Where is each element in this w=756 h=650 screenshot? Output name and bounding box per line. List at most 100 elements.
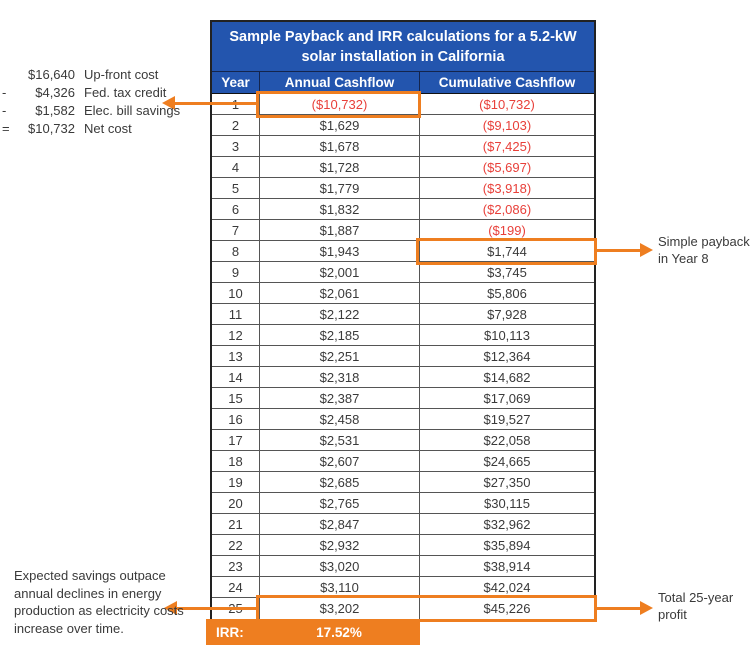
year-cell: 6 — [212, 199, 260, 219]
column-header-cumulative-cashflow: Cumulative Cashflow — [438, 75, 576, 90]
table-row: 16 $2,458 $19,527 — [212, 409, 594, 430]
annual-cashflow-cell: $2,061 — [260, 283, 420, 303]
label: Elec. bill savings — [84, 103, 181, 118]
year-cell: 5 — [212, 178, 260, 198]
table-row: 18 $2,607 $24,665 — [212, 451, 594, 472]
table-row: 9 $2,001 $3,745 — [212, 262, 594, 283]
year-cell: 15 — [212, 388, 260, 408]
savings-note: Expected savings outpace annual declines… — [14, 568, 184, 636]
year-cell: 23 — [212, 556, 260, 576]
cumulative-cashflow-cell: $24,665 — [483, 453, 531, 469]
irr-bar: IRR: 17.52% — [206, 619, 420, 645]
year-cell: 12 — [212, 325, 260, 345]
label: Up-front cost — [84, 67, 159, 82]
cumulative-cashflow-cell: $27,350 — [483, 474, 531, 490]
table-row: 19 $2,685 $27,350 — [212, 472, 594, 493]
year-cell: 11 — [212, 304, 260, 324]
annual-cashflow-cell: $1,629 — [260, 115, 420, 135]
table-row: 11 $2,122 $7,928 — [212, 304, 594, 325]
annual-cashflow-cell: $2,122 — [260, 304, 420, 324]
cumulative-cashflow-cell: ($7,425) — [482, 138, 532, 154]
payback-table: Sample Payback and IRR calculations for … — [210, 20, 596, 621]
cumulative-cashflow-cell: $3,745 — [487, 264, 527, 280]
cumulative-cashflow-cell: $42,024 — [483, 579, 531, 595]
cumulative-cashflow-cell: $7,928 — [487, 306, 527, 322]
year-cell: 8 — [212, 241, 260, 261]
table-row: 21 $2,847 $32,962 — [212, 514, 594, 535]
cost-breakdown-row: - $4,326 Fed. tax credit — [2, 84, 192, 102]
table-body: 1($10,732)($10,732)2$1,629 ($9,103) 3$1,67… — [212, 94, 594, 619]
cumulative-cashflow-cell: $14,682 — [483, 369, 531, 385]
arrow-head-savings-note — [164, 601, 177, 615]
arrow-line-total-profit — [597, 607, 640, 610]
cumulative-cashflow-cell: $30,115 — [483, 495, 531, 511]
annual-cashflow-cell: $2,531 — [260, 430, 420, 450]
cumulative-cashflow-cell: $38,914 — [483, 558, 531, 574]
total-profit-note: Total 25-year profit — [658, 590, 734, 622]
label: Net cost — [84, 121, 132, 136]
table-row: 25$3,202$45,226 — [212, 598, 594, 619]
annual-cashflow-cell: $2,847 — [260, 514, 420, 534]
cumulative-cashflow-cell: $32,962 — [483, 516, 531, 532]
operator — [2, 66, 15, 84]
cumulative-cashflow-cell: ($3,918) — [482, 180, 532, 196]
year-cell: 17 — [212, 430, 260, 450]
year-cell: 10 — [212, 283, 260, 303]
year-cell: 24 — [212, 577, 260, 597]
year-cell: 20 — [212, 493, 260, 513]
table-row: 7 $1,887 ($199) — [212, 220, 594, 241]
table-row: 8 $1,943 $1,744 — [212, 241, 594, 262]
cost-breakdown-list: $16,640 Up-front cost - $4,326 Fed. tax cred… — [2, 66, 192, 138]
cumulative-cashflow-cell: ($199) — [488, 222, 526, 238]
highlight-box-total-profit — [256, 595, 597, 622]
operator: - — [2, 103, 7, 118]
cumulative-cashflow-cell: $10,113 — [483, 327, 531, 343]
table-row: 14 $2,318 $14,682 — [212, 367, 594, 388]
cost-breakdown-row: - $1,582 Elec. bill savings — [2, 102, 192, 120]
cumulative-cashflow-cell: ($9,103) — [482, 117, 532, 133]
arrow-head-simple-payback — [640, 243, 653, 257]
table-row: 1($10,732)($10,732) — [212, 94, 594, 115]
table-row: 17 $2,531 $22,058 — [212, 430, 594, 451]
table-row: 13 $2,251 $12,364 — [212, 346, 594, 367]
year-cell: 9 — [212, 262, 260, 282]
year-cell: 21 — [212, 514, 260, 534]
year-cell: 22 — [212, 535, 260, 555]
year-cell: 4 — [212, 157, 260, 177]
arrow-head-net-cost — [162, 96, 175, 110]
arrow-line-net-cost — [174, 102, 258, 105]
annual-cashflow-cell: $2,185 — [260, 325, 420, 345]
cumulative-cashflow-cell: $19,527 — [483, 411, 531, 427]
cumulative-cashflow-cell: $45,226 — [483, 601, 531, 616]
annual-cashflow-cell: $1,779 — [260, 178, 420, 198]
cumulative-cashflow-cell: $1,744 — [487, 243, 527, 259]
cost-breakdown-row: $16,640 Up-front cost — [2, 66, 192, 84]
year-cell: 16 — [212, 409, 260, 429]
year-cell: 18 — [212, 451, 260, 471]
cumulative-cashflow-cell: $12,364 — [483, 348, 531, 364]
table-row: 23 $3,020 $38,914 — [212, 556, 594, 577]
table-row: 6 $1,832 ($2,086) — [212, 199, 594, 220]
annual-cashflow-cell: $1,678 — [260, 136, 420, 156]
table-row: 10 $2,061 $5,806 — [212, 283, 594, 304]
table-row: 5 $1,779 ($3,918) — [212, 178, 594, 199]
amount: $10,732 — [28, 121, 75, 136]
annual-cashflow-cell: $2,765 — [260, 493, 420, 513]
cumulative-cashflow-cell: $5,806 — [487, 285, 527, 301]
annual-cashflow-cell: $2,685 — [260, 472, 420, 492]
simple-payback-note: Simple payback in Year 8 — [658, 234, 750, 266]
cumulative-cashflow-cell: $22,058 — [483, 432, 531, 448]
annual-cashflow-cell: $2,458 — [260, 409, 420, 429]
column-header-annual-cashflow: Annual Cashflow — [260, 72, 420, 93]
annual-cashflow-cell: $1,728 — [260, 157, 420, 177]
label: Fed. tax credit — [84, 85, 167, 100]
year-cell: 7 — [212, 220, 260, 240]
annual-cashflow-cell: $2,251 — [260, 346, 420, 366]
cumulative-cashflow-cell: ($2,086) — [482, 201, 532, 217]
table-row: 22 $2,932 $35,894 — [212, 535, 594, 556]
operator: = — [2, 121, 10, 136]
table-row: 15 $2,387 $17,069 — [212, 388, 594, 409]
operator: - — [2, 85, 7, 100]
annual-cashflow-cell: $1,943 — [260, 241, 420, 261]
annual-cashflow-cell: $3,202 — [260, 598, 420, 619]
